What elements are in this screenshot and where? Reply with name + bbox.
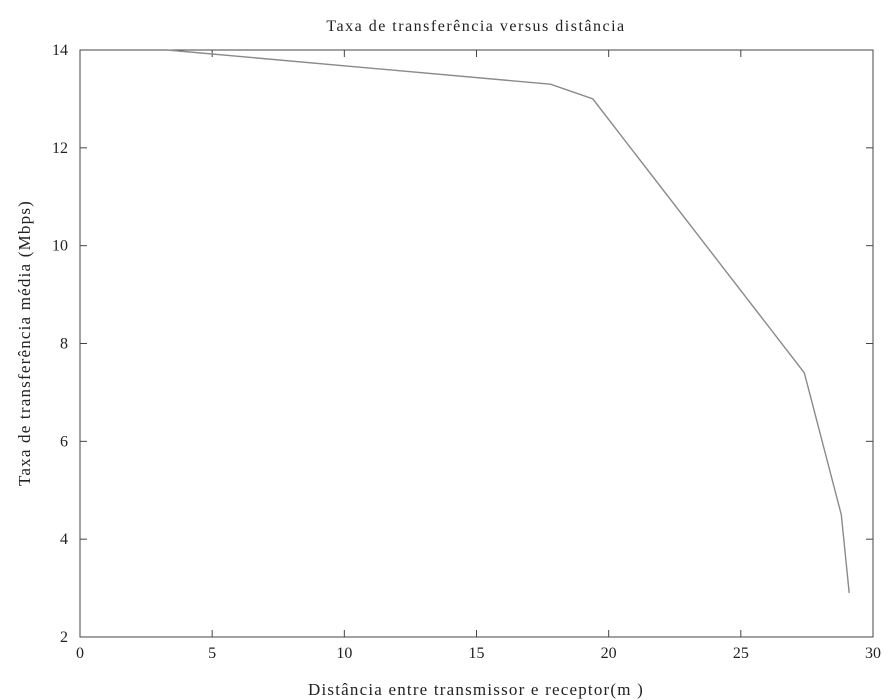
x-tick-label: 30: [865, 645, 881, 662]
y-tick-label: 14: [52, 42, 68, 59]
x-tick-label: 15: [469, 645, 485, 662]
y-tick-label: 2: [60, 629, 68, 646]
chart-title: Taxa de transferência versus distância: [326, 18, 625, 35]
y-tick-label: 4: [60, 531, 68, 548]
x-tick-label: 10: [336, 645, 352, 662]
x-tick-label: 20: [601, 645, 617, 662]
plot-frame: [79, 49, 874, 638]
y-axis-label: Taxa de transferência média (Mbps): [15, 200, 34, 486]
x-tick-label: 5: [208, 645, 216, 662]
x-tick-label: 0: [76, 645, 84, 662]
y-tick-label: 10: [52, 238, 68, 255]
y-tick-label: 6: [60, 433, 68, 450]
x-axis-label: Distância entre transmissor e receptor(m…: [308, 680, 644, 699]
y-tick-label: 12: [52, 140, 68, 157]
series-line: [167, 49, 850, 594]
axis-ticks: 0 5 10 15 20 25 30 2 4 6 8 10 12 14: [52, 42, 881, 662]
y-tick-label: 8: [60, 336, 68, 353]
x-tick-label: 25: [733, 645, 749, 662]
series-group: [167, 49, 850, 594]
